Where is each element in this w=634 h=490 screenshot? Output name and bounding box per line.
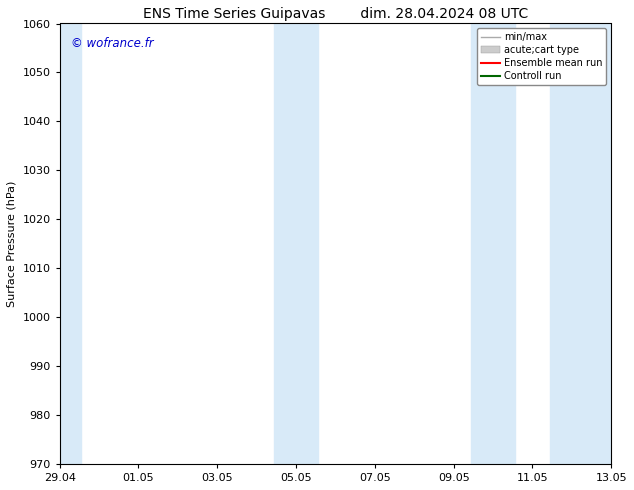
Bar xyxy=(550,24,613,464)
Legend: min/max, acute;cart type, Ensemble mean run, Controll run: min/max, acute;cart type, Ensemble mean … xyxy=(477,28,606,85)
Title: ENS Time Series Guipavas        dim. 28.04.2024 08 UTC: ENS Time Series Guipavas dim. 28.04.2024… xyxy=(143,7,528,21)
Text: © wofrance.fr: © wofrance.fr xyxy=(70,37,153,49)
Bar xyxy=(275,24,318,464)
Y-axis label: Surface Pressure (hPa): Surface Pressure (hPa) xyxy=(7,181,17,307)
Bar xyxy=(471,24,515,464)
Bar xyxy=(58,24,81,464)
